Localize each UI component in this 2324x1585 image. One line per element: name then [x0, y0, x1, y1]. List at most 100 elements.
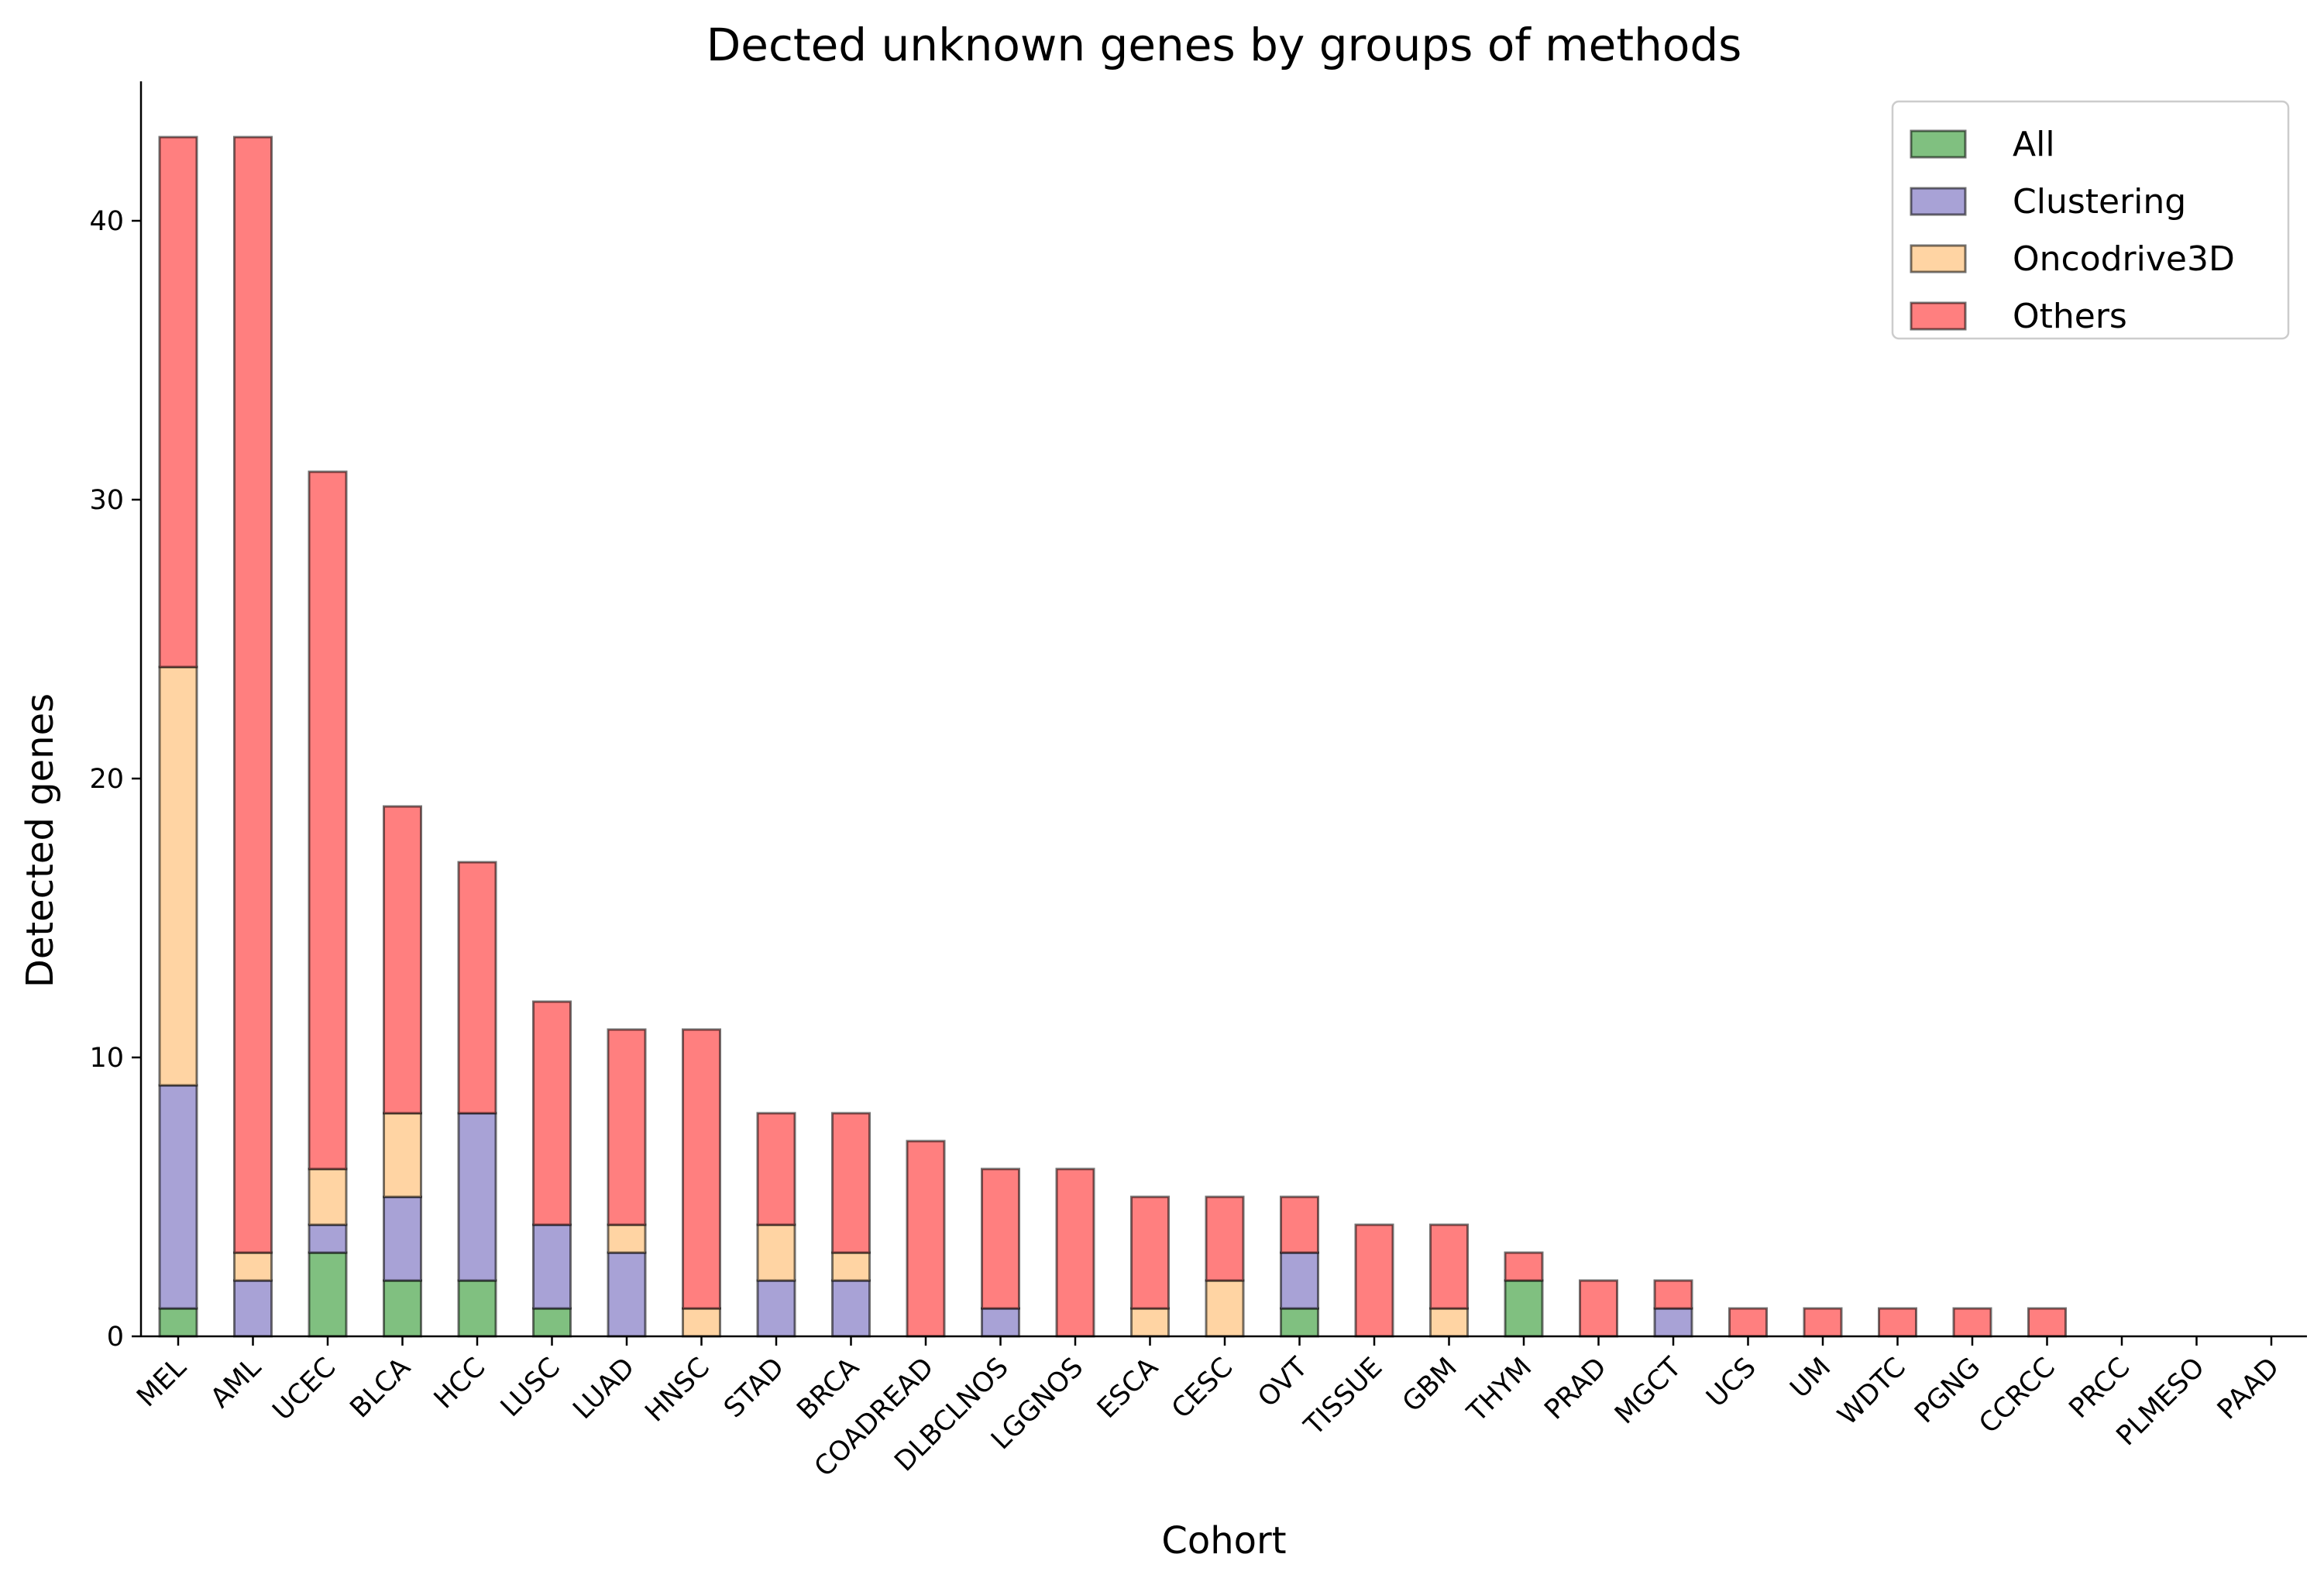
bar-tissue-others	[1354, 1223, 1394, 1338]
bar-thym-all	[1504, 1279, 1544, 1338]
legend-label-others: Others	[2013, 297, 2127, 336]
bar-brca-oncodrive3d	[831, 1251, 871, 1282]
bar-ccrcc-others	[2027, 1307, 2067, 1338]
bar-luad-others	[607, 1028, 647, 1226]
bar-wdtc-others	[1878, 1307, 1917, 1338]
bar-hnsc-oncodrive3d	[682, 1307, 721, 1338]
bar-aml-oncodrive3d	[233, 1251, 273, 1282]
bar-ovt-all	[1280, 1307, 1319, 1338]
bar-hcc-others	[457, 861, 497, 1115]
bar-stad-clustering	[756, 1279, 796, 1338]
chart-title: Dected unknown genes by groups of method…	[706, 19, 1742, 71]
bar-mgct-others	[1653, 1279, 1693, 1310]
bar-luad-oncodrive3d	[607, 1223, 647, 1254]
bar-ovt-clustering	[1280, 1251, 1319, 1310]
bar-gbm-oncodrive3d	[1429, 1307, 1469, 1338]
bar-blca-oncodrive3d	[383, 1112, 422, 1198]
bar-hcc-all	[457, 1279, 497, 1338]
bar-prad-others	[1579, 1279, 1618, 1338]
x-tick-label-gbm: GBM	[1397, 1352, 1463, 1418]
bar-hcc-clustering	[457, 1112, 497, 1282]
y-axis-label: Detected genes	[19, 693, 62, 988]
legend-label-all: All	[2013, 125, 2055, 164]
x-tick-label-prcc: PRCC	[2064, 1352, 2137, 1425]
bar-stad-others	[756, 1112, 796, 1226]
bar-lusc-others	[532, 1000, 572, 1226]
bar-thym-others	[1504, 1251, 1544, 1282]
x-tick-label-esca: ESCA	[1092, 1352, 1164, 1425]
x-tick-label-tissue: TISSUE	[1298, 1352, 1389, 1442]
x-tick-label-stad: STAD	[718, 1352, 790, 1424]
bar-ucec-oncodrive3d	[308, 1167, 348, 1226]
bar-dlbclnos-clustering	[981, 1307, 1020, 1338]
bar-gbm-others	[1429, 1223, 1469, 1310]
legend-swatch-all	[1910, 129, 1967, 159]
bar-mel-all	[158, 1307, 198, 1338]
x-tick-label-ovt: OVT	[1252, 1352, 1314, 1414]
x-tick-label-aml: AML	[205, 1352, 268, 1415]
y-tick-label: 20	[89, 764, 124, 795]
bar-ucs-others	[1728, 1307, 1768, 1338]
x-tick-label-ucec: UCEC	[267, 1352, 342, 1427]
x-tick-label-wdtc: WDTC	[1832, 1352, 1912, 1432]
bar-ucec-others	[308, 470, 348, 1171]
bar-pgng-others	[1952, 1307, 1992, 1338]
bar-esca-oncodrive3d	[1130, 1307, 1170, 1338]
bar-mel-oncodrive3d	[158, 665, 198, 1087]
bar-lggnos-others	[1055, 1167, 1095, 1338]
bar-stad-oncodrive3d	[756, 1223, 796, 1282]
y-tick-labels: 0 10 20 30 40	[89, 206, 124, 1353]
x-tick-label-mel: MEL	[131, 1352, 192, 1413]
legend-swatch-others	[1910, 301, 1967, 331]
x-tick-label-blca: BLCA	[345, 1352, 417, 1424]
bar-brca-others	[831, 1112, 871, 1254]
legend-swatch-oncodrive3d	[1910, 244, 1967, 273]
bar-blca-others	[383, 805, 422, 1115]
x-tick-label-paad: PAAD	[2212, 1352, 2285, 1425]
x-axis-label: Cohort	[1161, 1519, 1286, 1563]
bar-ovt-others	[1280, 1195, 1319, 1254]
bar-mgct-clustering	[1653, 1307, 1693, 1338]
x-tick-label-hcc: HCC	[428, 1352, 491, 1415]
bar-lusc-clustering	[532, 1223, 572, 1310]
bar-mel-others	[158, 136, 198, 669]
bar-aml-clustering	[233, 1279, 273, 1338]
bar-lusc-all	[532, 1307, 572, 1338]
legend-label-clustering: Clustering	[2013, 182, 2186, 222]
bar-ucec-clustering	[308, 1223, 348, 1254]
bar-brca-clustering	[831, 1279, 871, 1338]
bar-dlbclnos-others	[981, 1167, 1020, 1310]
y-tick-label: 10	[89, 1043, 124, 1074]
x-tick-label-thym: THYM	[1461, 1352, 1538, 1429]
bar-um-others	[1803, 1307, 1843, 1338]
legend: All Clustering Oncodrive3D Others	[1891, 100, 2290, 340]
bar-esca-others	[1130, 1195, 1170, 1310]
y-tick-label: 40	[89, 206, 124, 237]
legend-box	[1891, 100, 2290, 340]
axes-layer	[132, 81, 2307, 1346]
bar-hnsc-others	[682, 1028, 721, 1310]
bar-ucec-all	[308, 1251, 348, 1338]
bar-coadread-others	[906, 1140, 946, 1338]
x-tick-label-prad: PRAD	[1538, 1352, 1612, 1425]
bar-aml-others	[233, 136, 273, 1254]
bar-blca-clustering	[383, 1195, 422, 1282]
x-tick-label-um: UM	[1785, 1352, 1838, 1404]
y-tick-label: 30	[89, 485, 124, 516]
x-tick-label-cesc: CESC	[1166, 1352, 1239, 1425]
legend-label-oncodrive3d: Oncodrive3D	[2013, 239, 2235, 279]
y-tick-label: 0	[107, 1322, 124, 1353]
x-tick-label-ccrcc: CCRCC	[1973, 1352, 2061, 1439]
x-tick-label-mgct: MGCT	[1609, 1352, 1688, 1431]
bar-mel-clustering	[158, 1084, 198, 1310]
bar-cesc-others	[1205, 1195, 1245, 1282]
bar-cesc-oncodrive3d	[1205, 1279, 1245, 1338]
x-tick-label-hnsc: HNSC	[639, 1352, 715, 1428]
x-tick-label-ucs: UCS	[1700, 1352, 1762, 1413]
x-tick-label-lusc: LUSC	[495, 1352, 566, 1423]
x-tick-label-luad: LUAD	[567, 1352, 641, 1425]
bars-layer	[158, 136, 2067, 1338]
